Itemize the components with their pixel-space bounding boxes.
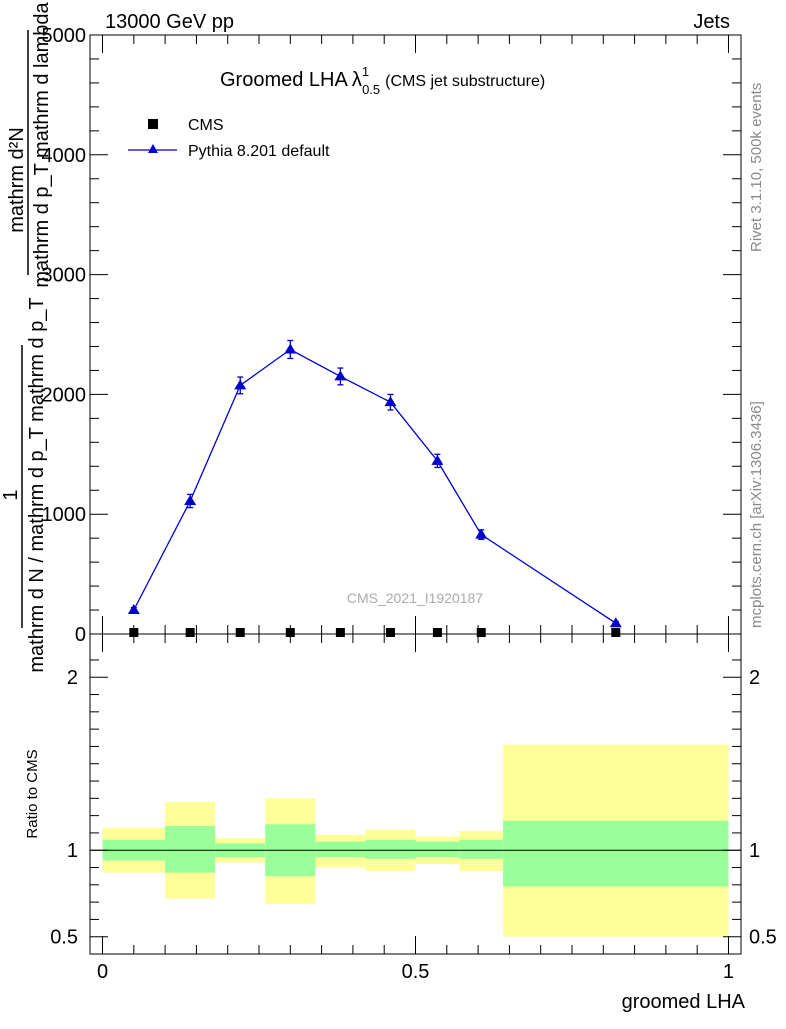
cms-point: [335, 628, 345, 637]
ratio-xtick-label: 0.5: [402, 961, 430, 983]
ratio-band-inner: [315, 841, 366, 858]
mc-series-line: [133, 348, 617, 624]
legend-cms-marker: [148, 119, 158, 129]
legend-pythia-label: Pythia 8.201 default: [188, 143, 330, 160]
cms-point: [385, 628, 395, 637]
ratio-ytick-label-right: 0.5: [749, 927, 777, 949]
ratio-ytick-label-left: 0.5: [50, 927, 78, 949]
mc-point: [475, 528, 488, 539]
ratio-xtick-label: 0: [97, 961, 108, 983]
main-ytick-label: 1000: [42, 504, 87, 526]
main-ytick-label: 0: [75, 624, 86, 646]
cms-point: [129, 628, 139, 637]
ratio-band-inner: [503, 820, 729, 887]
title-main: Groomed LHA: [220, 69, 348, 91]
ratio-ylabel: Ratio to CMS: [24, 749, 41, 838]
title-sup: 1: [362, 64, 369, 79]
main-ytick-label: 2000: [42, 384, 87, 406]
mc-point: [184, 495, 197, 506]
ratio-ytick-label-left: 1: [67, 840, 78, 862]
cms-point: [476, 628, 486, 637]
header-left: 13000 GeV pp: [105, 11, 234, 33]
side-rivet: Rivet 3.1.10, 500k events: [748, 83, 765, 252]
mc-point: [284, 343, 297, 354]
title-sub: 0.5: [362, 82, 380, 97]
main-title: Groomed LHA λ1 0.5 (CMS jet substructure): [220, 64, 545, 97]
xlabel: groomed LHA: [622, 991, 746, 1013]
cms-point: [611, 628, 621, 637]
legend-pythia-marker: [148, 144, 158, 153]
ylabel-denominator: mathrm d N / mathrm d p_T mathrm d p_T: [26, 297, 48, 672]
ylabel-numerator: mathrm d²N: [6, 127, 28, 233]
ratio-xtick-label: 1: [723, 961, 734, 983]
ratio-panel: 0.5 0.5 1 1 2 2 0 0.5 1 Ratio to CMS groomed LHA: [24, 633, 777, 1013]
main-ytick-label: 4000: [42, 145, 87, 167]
ratio-ytick-label-right: 2: [749, 667, 760, 689]
cms-point: [432, 628, 442, 637]
mc-point: [384, 396, 397, 407]
side-mcplots: mcplots.cern.ch [arXiv:1306.3436]: [748, 401, 765, 628]
cms-point: [285, 628, 295, 637]
main-ytick-label: 5000: [42, 25, 87, 47]
title-symbol: λ: [352, 69, 362, 91]
cms-point: [235, 628, 245, 637]
ylabel-num-line2: mathrm d p_T mathrm d lambda: [31, 1, 53, 287]
ylabel-prefix: 1: [0, 489, 22, 500]
ratio-band-inner: [365, 839, 416, 859]
mc-point: [609, 617, 622, 628]
mc-point: [334, 370, 347, 381]
header-right: Jets: [693, 11, 730, 33]
watermark: CMS_2021_I1920187: [347, 590, 483, 606]
title-suffix: (CMS jet substructure): [385, 73, 545, 90]
ratio-ytick-label-left: 2: [67, 667, 78, 689]
legend-cms-label: CMS: [188, 117, 224, 134]
ratio-band-inner: [165, 826, 216, 873]
mc-point: [127, 604, 140, 615]
legend: CMS Pythia 8.201 default: [128, 117, 330, 160]
main-ylabel: 1 mathrm d²N mathrm d p_T mathrm d lambd…: [0, 1, 53, 672]
mc-point: [234, 379, 247, 390]
ratio-ytick-label-right: 1: [749, 840, 760, 862]
ratio-band-inner: [459, 839, 504, 859]
mc-point: [431, 454, 444, 465]
cms-point: [185, 628, 195, 637]
main-ytick-label: 3000: [42, 265, 87, 287]
ratio-band-inner: [415, 841, 460, 858]
